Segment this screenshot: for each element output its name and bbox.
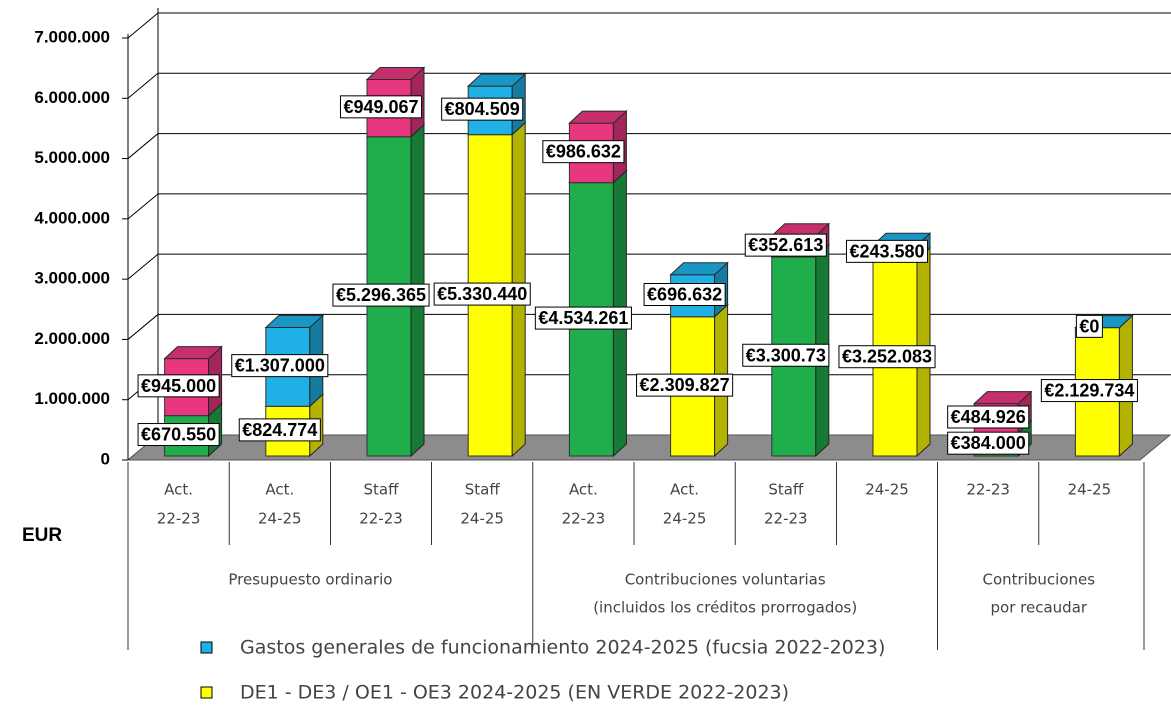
data-label: €5.296.365: [336, 285, 426, 305]
data-label-box: [441, 97, 524, 121]
data-label-box: [137, 374, 220, 398]
y-tick-label: 6.000.000: [34, 88, 110, 107]
data-label-box: [845, 239, 929, 263]
grid-line: [127, 193, 159, 220]
x-tick-label: Act.: [569, 481, 598, 499]
data-label: €352.613: [748, 235, 823, 255]
axis-label: EUR: [22, 525, 62, 546]
data-label: €945.000: [141, 376, 216, 396]
data-label-box: [744, 233, 827, 257]
data-label-box: [838, 345, 936, 369]
data-label-box: [542, 140, 625, 164]
bar-top: [163, 346, 223, 360]
data-label-box: [231, 354, 329, 378]
x-tick-label: 24-25: [865, 481, 909, 499]
data-label-box: [1040, 379, 1138, 403]
data-label: €243.580: [849, 241, 924, 261]
data-label: €804.509: [445, 99, 520, 119]
bar-top: [466, 73, 527, 87]
data-label-box: [332, 283, 430, 307]
data-label-box: [1075, 314, 1103, 338]
data-label-box: [643, 283, 726, 307]
group-label: (incluidos los créditos prorrogados): [593, 599, 857, 617]
group-label: por recaudar: [991, 599, 1088, 617]
y-tick-label: 1.000.000: [34, 389, 110, 408]
grid-line: [127, 12, 159, 39]
y-tick-label: 7.000.000: [34, 27, 110, 46]
x-tick-label: 22-23: [562, 510, 606, 528]
data-label: €5.330.440: [437, 284, 527, 304]
data-label: €670.550: [141, 425, 216, 445]
grid-line: [127, 133, 159, 159]
data-label-box: [636, 373, 734, 397]
x-tick-label: Act.: [265, 481, 294, 499]
data-label-box: [534, 306, 632, 330]
data-label: €384.000: [951, 433, 1026, 453]
x-tick-label: 22-23: [157, 510, 201, 528]
legend-swatch: [200, 641, 213, 654]
bar-top: [264, 314, 325, 328]
y-tick-label: 2.000.000: [34, 329, 110, 348]
data-label-box: [339, 95, 423, 119]
x-tick-label: Staff: [768, 481, 804, 499]
bar-top: [365, 66, 426, 80]
data-label: €1.307.000: [235, 356, 325, 376]
y-tick-label: 5.000.000: [34, 148, 110, 167]
data-label: €949.067: [343, 97, 418, 117]
data-label-box: [947, 405, 1030, 429]
grid-line: [127, 253, 159, 280]
y-tick-label: 3.000.000: [34, 269, 110, 288]
bar-top: [972, 391, 1033, 405]
data-label: €3.300.73: [746, 345, 826, 365]
bar: [163, 345, 223, 417]
data-label: €0: [1079, 316, 1099, 336]
data-label-box: [238, 418, 321, 442]
data-label-box: [947, 431, 1030, 455]
x-tick-label: 24-25: [1068, 481, 1112, 499]
legend-label: DE1 - DE3 / OE1 - OE3 2024-2025 (EN VERD…: [240, 682, 789, 704]
y-tick-label: 0: [101, 449, 110, 468]
data-label: €4.534.261: [538, 308, 628, 328]
data-label: €2.129.734: [1044, 381, 1134, 401]
data-label-box: [433, 282, 531, 306]
data-label: €2.309.827: [640, 375, 730, 395]
group-label: Contribuciones voluntarias: [625, 571, 826, 589]
bar-top: [669, 262, 729, 276]
data-label-box: [137, 423, 220, 447]
data-label: €696.632: [647, 285, 722, 305]
data-label: €824.774: [242, 420, 317, 440]
group-label: Presupuesto ordinario: [228, 571, 392, 589]
bar-top: [568, 110, 628, 124]
legend-label: Gastos generales de funcionamiento 2024-…: [240, 637, 885, 659]
legend-swatch: [200, 686, 213, 699]
x-tick-label: 22-23: [764, 510, 808, 528]
x-tick-label: 24-25: [460, 510, 504, 528]
grid-line: [127, 314, 159, 340]
data-label: €986.632: [546, 142, 621, 162]
x-tick-label: 24-25: [258, 510, 302, 528]
x-tick-label: Staff: [364, 481, 400, 499]
x-tick-label: 24-25: [663, 510, 707, 528]
data-label: €484.926: [951, 407, 1026, 427]
y-tick-label: 4.000.000: [34, 208, 110, 227]
x-tick-label: Act.: [670, 481, 699, 499]
x-tick-label: 22-23: [359, 510, 403, 528]
group-label: Contribuciones: [983, 571, 1096, 589]
data-label: €3.252.083: [842, 347, 932, 367]
data-label-box: [742, 343, 830, 367]
x-tick-label: Act.: [164, 481, 193, 499]
grid-line: [127, 72, 159, 99]
x-tick-label: Staff: [465, 481, 501, 499]
x-tick-label: 22-23: [966, 481, 1010, 499]
